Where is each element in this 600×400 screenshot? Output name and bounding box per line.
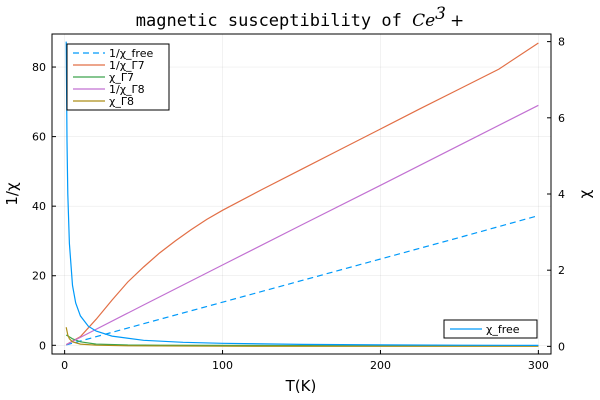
legend-label: χ_Γ8 — [109, 95, 134, 108]
y-left-tick-label: 0 — [39, 339, 46, 352]
chart-title: magnetic susceptibility of Ce3 + — [136, 4, 465, 31]
x-tick-label: 200 — [370, 359, 391, 372]
y-left-axis-title: 1/χ — [3, 182, 21, 206]
legend-label: χ_free — [486, 323, 520, 336]
y-left-tick-label: 20 — [32, 270, 46, 283]
y-left-tick-label: 60 — [32, 131, 46, 144]
series-line-5 — [65, 41, 539, 346]
y-right-axis-title: χ — [576, 189, 594, 198]
y-right-tick-label: 0 — [558, 340, 565, 353]
y-right-tick-label: 8 — [558, 36, 565, 49]
legend-label: χ_Γ7 — [109, 71, 134, 84]
legend-right: χ_free — [443, 319, 538, 339]
x-tick-label: 300 — [528, 359, 549, 372]
x-tick-label: 100 — [212, 359, 233, 372]
y-right-tick-label: 6 — [558, 112, 565, 125]
legend-box — [443, 319, 538, 339]
series-layer — [65, 41, 539, 347]
x-axis-title: T(K) — [285, 377, 317, 395]
series-line-4 — [65, 327, 539, 347]
x-tick-label: 0 — [61, 359, 68, 372]
y-right-tick-label: 4 — [558, 188, 565, 201]
series-line-3 — [65, 104, 539, 346]
y-right-tick-label: 2 — [558, 264, 565, 277]
y-left-tick-label: 40 — [32, 200, 46, 213]
series-line-0 — [66, 215, 539, 346]
y-left-tick-label: 80 — [32, 61, 46, 74]
legend-label: 1/χ_free — [109, 47, 153, 60]
ticks: 0 100 200 300 0 20 40 60 80 0 2 4 6 8 — [32, 36, 565, 372]
legend-label: 1/χ_Γ7 — [109, 59, 145, 72]
series-line-1 — [65, 42, 539, 346]
legend-label: 1/χ_Γ8 — [109, 83, 145, 96]
